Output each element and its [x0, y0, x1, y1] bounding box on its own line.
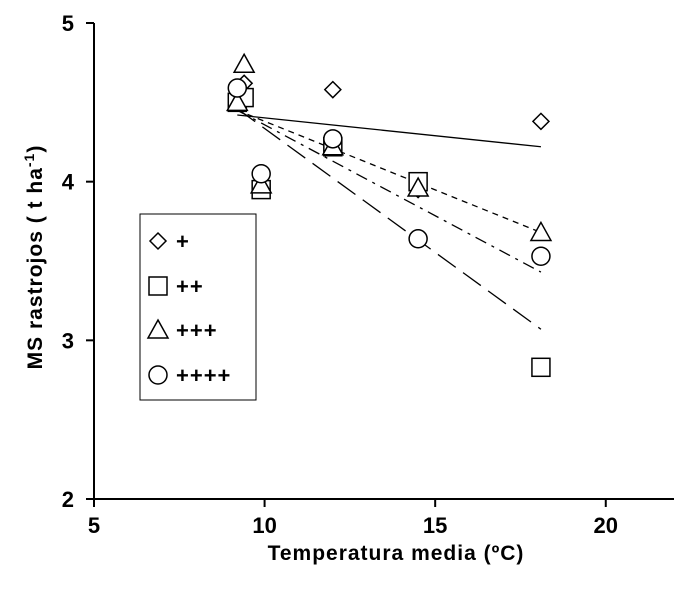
- y-tick-label: 3: [62, 328, 74, 353]
- axes: 2 3 4 5 5 10 15 20: [62, 11, 674, 538]
- legend-label: ++++: [176, 363, 231, 388]
- triangle-point: [226, 90, 249, 112]
- legend-label: +: [176, 229, 190, 254]
- trend-line-series-2: [237, 109, 542, 234]
- circle-point: [408, 229, 428, 249]
- trend-line-series-3: [236, 109, 542, 273]
- circle-point: [251, 163, 271, 184]
- y-axis-title-superscript: -1: [21, 153, 37, 167]
- circle-point: [227, 78, 248, 98]
- data-points: [226, 52, 553, 378]
- legend-circle-icon: [148, 365, 168, 385]
- legend-triangle-icon: [146, 318, 170, 339]
- x-tick-label: 20: [594, 513, 618, 538]
- triangle-point: [406, 176, 430, 197]
- legend-square-icon: [148, 276, 168, 296]
- legend-label: ++: [176, 274, 204, 299]
- x-tick-label: 10: [252, 513, 276, 538]
- circle-point: [531, 246, 551, 266]
- triangle-point: [232, 52, 256, 74]
- legend: ++++++++++: [139, 213, 257, 401]
- triangle-point: [249, 173, 273, 194]
- trend-lines: [236, 108, 542, 330]
- y-axis-title-close: ): [24, 145, 47, 153]
- triangle-point: [529, 220, 553, 242]
- y-tick-label: 4: [62, 170, 75, 195]
- svg-text:MS rastrojos ( t ha-1): MS rastrojos ( t ha-1): [21, 145, 47, 370]
- diamond-point: [323, 80, 342, 99]
- y-axis-title-main: MS rastrojos ( t ha: [24, 167, 47, 369]
- circle-point: [323, 129, 343, 149]
- y-axis-title: MS rastrojos ( t ha-1): [21, 145, 47, 370]
- legend-label: +++: [176, 318, 218, 343]
- x-axis-title: Temperatura media (ºC): [268, 542, 525, 565]
- y-tick-label: 2: [62, 487, 74, 512]
- square-point: [531, 357, 551, 378]
- diamond-point: [531, 112, 551, 131]
- x-tick-label: 15: [423, 513, 447, 538]
- trend-line-series-1: [237, 114, 542, 148]
- x-tick-label: 5: [88, 513, 100, 538]
- legend-diamond-icon: [148, 231, 168, 251]
- trend-line-series-4: [236, 108, 542, 330]
- y-tick-label: 5: [62, 11, 74, 36]
